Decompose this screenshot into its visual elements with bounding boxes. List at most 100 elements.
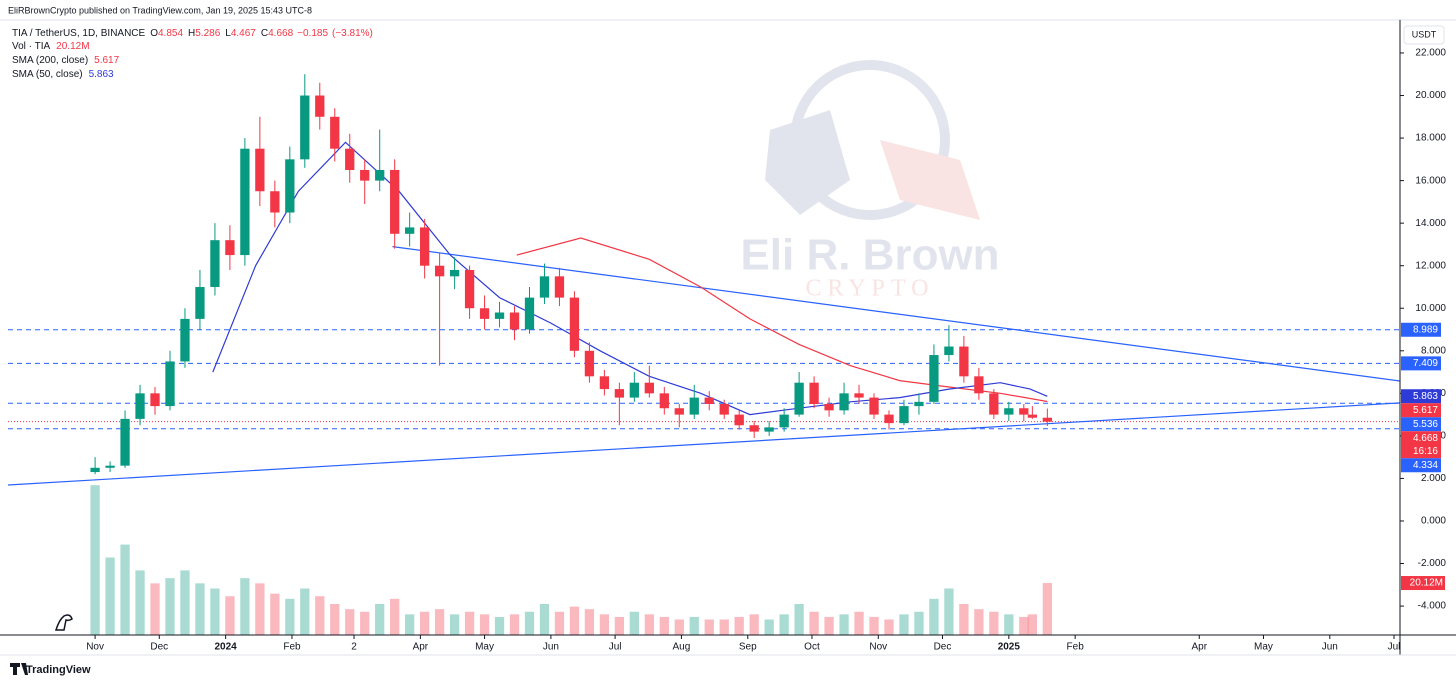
candle-body [944,346,954,356]
watermark-title: Eli R. Brown [740,231,999,280]
x-tick-label: 2 [351,642,357,653]
volume-bar [434,609,445,635]
candle-body [989,393,999,415]
candle-body [764,427,774,432]
volume-bar [330,604,340,635]
volume-bar [1019,616,1029,635]
legend-item: TIA / TetherUS, 1D, BINANCE [12,28,146,39]
legend-item: 4.668 [268,28,293,39]
volume-bar [809,611,819,635]
volume-bar [839,614,849,635]
volume-bar [659,616,669,635]
price-tag-label: 4.334 [1413,460,1438,471]
x-tick-label: Dec [150,642,168,653]
volume-bar [270,593,280,635]
plot [7,74,1401,635]
x-tick-label: Apr [413,642,429,653]
volume-bar [524,611,535,635]
candle-body [464,269,475,309]
dino-icon[interactable] [54,614,73,631]
volume-bar [509,614,520,635]
volume-bar [390,598,400,635]
legend-item: H [188,28,195,39]
countdown: 16:16 [1413,446,1438,457]
candle-body [345,148,355,170]
volume-bar [255,583,265,635]
y-tick-label: 8.000 [1421,345,1446,356]
volume-bar [105,557,115,635]
candle-body [539,276,550,298]
candle-body [405,227,415,234]
volume-bar [944,588,954,635]
candle-body [225,240,235,256]
watermark-bear [880,140,980,220]
y-tick-label: 22.000 [1415,48,1446,59]
volume-bar [405,614,415,635]
volume-bar [360,611,370,635]
candle-body [734,414,744,426]
candle-body [959,346,969,377]
candle-body [584,350,595,377]
currency-box[interactable] [1403,25,1445,45]
tv-logo [10,663,28,675]
candle-body [90,467,100,473]
candle-body [599,376,610,390]
candle-body [674,408,684,415]
volume-bar [899,614,909,635]
candle-body [749,425,759,432]
y-tick-label: 18.000 [1415,133,1446,144]
candle-body [1042,417,1052,422]
candle-body [434,265,445,277]
candle-body [929,355,939,402]
volume-bar [719,619,729,635]
volume-bar [1042,583,1052,635]
legend-row: TIA / TetherUS, 1D, BINANCE O4.854 H5.286 L… [12,28,373,39]
y-tick-label: 0.000 [1421,516,1446,527]
candle-body [629,382,639,398]
volume-tag-label: 20.12M [1410,578,1443,589]
volume-bar [674,619,684,635]
price-tag [1401,322,1441,337]
legend-item: 4.854 [158,28,183,39]
x-tick-label: Dec [934,642,952,653]
y-tick-label: 12.000 [1415,260,1446,271]
candle-body [105,465,115,468]
volume-bar [375,604,385,635]
volume-bar [824,616,834,635]
volume-bar [165,578,175,635]
candle-body [644,382,654,394]
legend-item: −0.185 [297,28,328,39]
volume-bar [210,588,220,635]
x-tick-label: Nov [86,642,104,653]
watermark-subtitle: CRYPTO [806,276,935,302]
y-tick-label: 14.000 [1415,218,1446,229]
volume-bar [315,596,325,635]
candle-body [554,276,565,298]
watermark: Eli R. Brown CRYPTO [740,60,1000,302]
x-tick-label: Jul [609,642,622,653]
candle-body [854,393,864,398]
volume-bar [150,583,160,635]
volume-bar [989,611,999,635]
price-tag-label: 5.536 [1413,419,1438,430]
volume-bar [794,604,804,635]
candle-body [135,393,145,419]
candle-body [524,297,535,330]
watermark-ring [790,60,950,220]
x-tick-label: Aug [673,642,691,653]
volume-bar [135,570,145,635]
volume-bar [689,616,699,635]
legend-item: 5.617 [94,55,119,66]
candle-body [270,191,280,213]
candle-body [704,397,714,404]
volume-bar [599,614,610,635]
x-tick-label: Sep [739,642,757,653]
candle-body [659,393,669,409]
price-tag [1401,389,1441,404]
candle-body [195,286,205,319]
volume-bar [959,604,969,635]
candle-body [884,414,894,424]
x-tick-label: Feb [283,642,301,653]
